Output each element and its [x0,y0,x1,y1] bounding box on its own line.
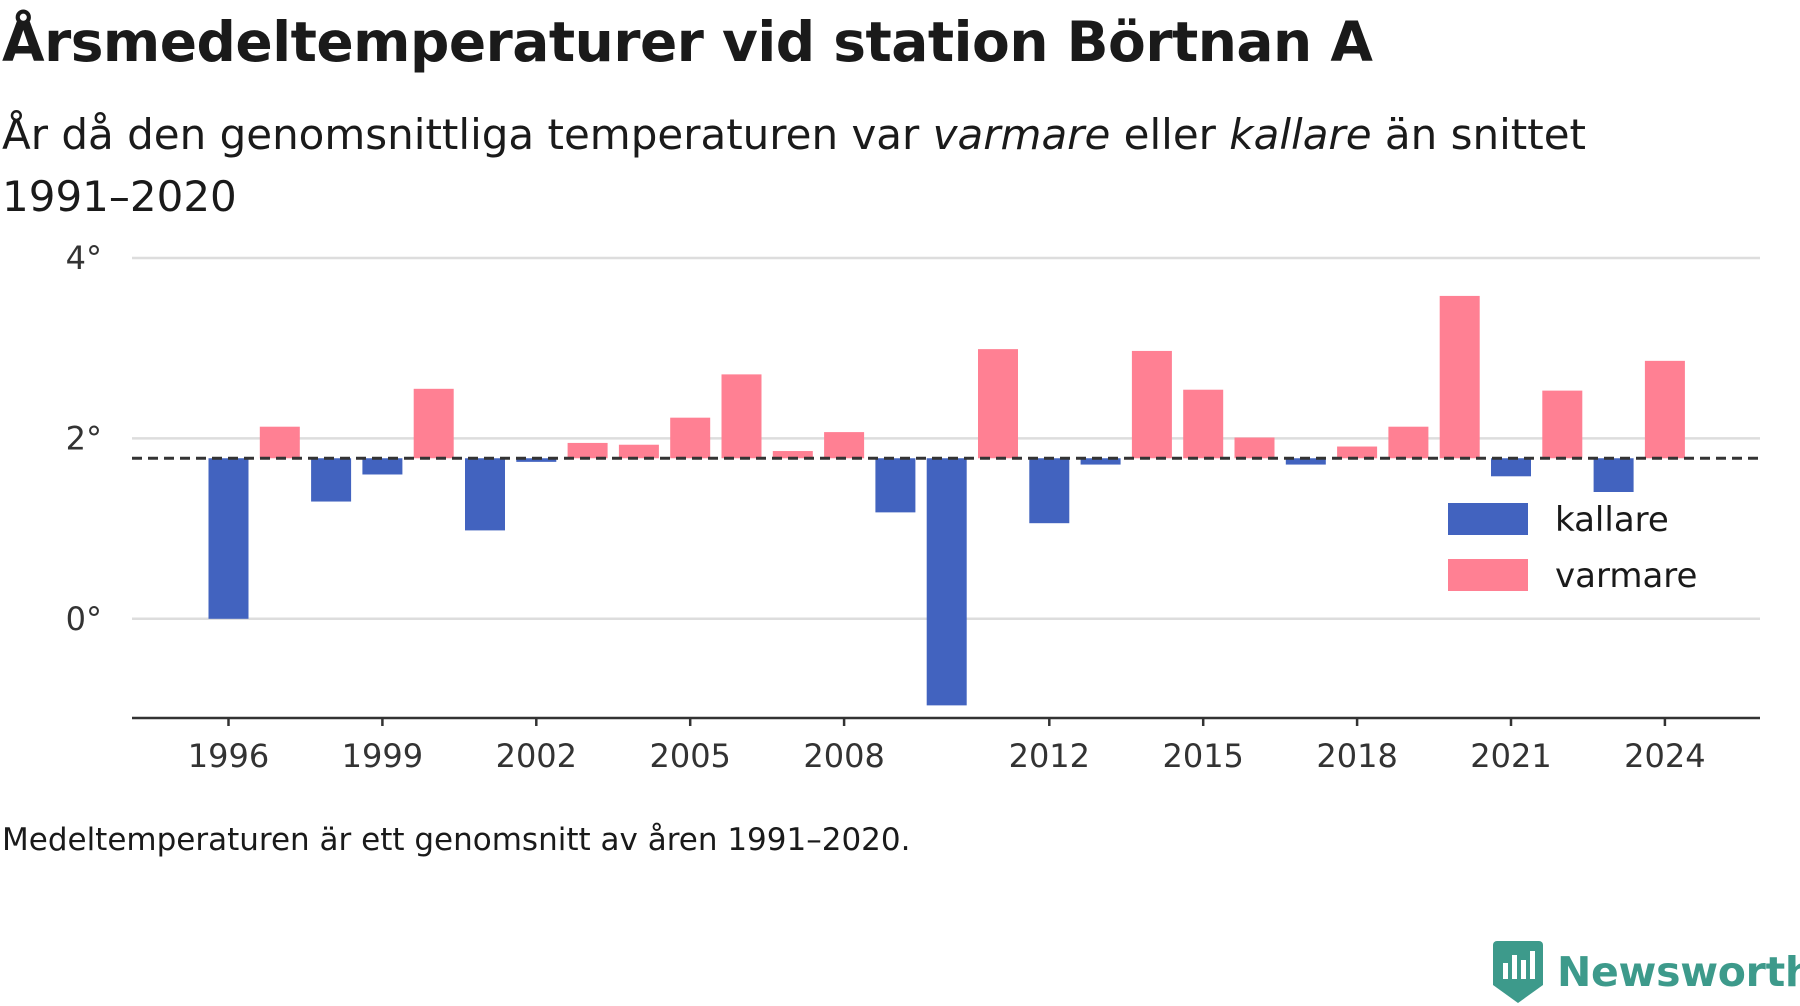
bar-kallare-1999 [362,458,403,475]
bar-kallare-1996 [208,458,249,619]
bar-varmare-2005 [670,417,711,459]
newsworthy-logo-icon [1493,941,1543,1003]
x-tick-label: 2015 [1162,737,1243,775]
bar-kallare-1998 [311,458,352,502]
y-tick-label: 0° [66,600,102,638]
footnote: Medeltemperaturen är ett genomsnitt av å… [2,822,911,858]
legend-label-kallare: kallare [1555,500,1669,540]
x-tick-label: 2005 [649,737,730,775]
bar-kallare-2001 [465,458,505,531]
bar-kallare-2002 [516,458,557,462]
bar-varmare-2004 [618,444,659,459]
newsworthy-logo: Newsworthy [1493,938,1800,1006]
bar-varmare-2007 [772,451,813,459]
bar-varmare-2000 [413,388,454,459]
x-tick-label: 2024 [1624,737,1705,775]
bar-kallare-2012 [1029,458,1070,524]
x-tick-label: 1999 [342,737,423,775]
bar-varmare-2015 [1183,389,1224,459]
bar-kallare-2013 [1080,458,1121,465]
bar-varmare-2003 [567,442,608,459]
subtitle-text-before: År då den genomsnittliga temperaturen va… [2,110,933,159]
bar-kallare-2017 [1285,458,1326,465]
newsworthy-logo-text: Newsworthy [1557,948,1800,996]
x-tick-label: 2012 [1009,737,1090,775]
bar-varmare-2018 [1337,446,1378,459]
y-tick-label: 4° [66,240,102,277]
x-tick-label: 1996 [188,737,269,775]
y-tick-label: 2° [66,419,102,457]
bar-kallare-2009 [875,458,916,513]
bar-varmare-2016 [1234,437,1275,459]
bar-kallare-2021 [1491,458,1531,477]
bar-varmare-2024 [1644,360,1685,459]
bar-chart: 0° 2° 4° 1996 1999 2002 2005 2008 2012 2015 2018 20… [66,240,1760,775]
x-tick-label: 2002 [496,737,577,775]
legend-swatch-kallare [1448,503,1528,535]
bar-varmare-1997 [259,426,300,459]
subtitle-text-middle: eller [1110,110,1230,159]
subtitle-cold-word: kallare [1229,110,1372,159]
bar-varmare-2006 [721,374,762,459]
legend-label-varmare: varmare [1555,556,1697,596]
subtitle-text-after: än snittet 1991–2020 [2,110,1587,221]
bar-varmare-2011 [978,349,1018,459]
x-tick-label: 2021 [1470,737,1551,775]
bar-kallare-2010 [926,458,967,706]
bar-varmare-2020 [1439,295,1480,459]
chart-subtitle: År då den genomsnittliga temperaturen va… [2,104,1682,228]
bar-varmare-2019 [1388,426,1429,459]
x-tick-label: 2018 [1316,737,1397,775]
bar-varmare-2008 [824,432,865,459]
chart-title: Årsmedeltemperaturer vid station Börtnan… [2,10,1373,74]
x-tick-label: 2008 [803,737,884,775]
subtitle-warm-word: varmare [932,110,1111,159]
bar-varmare-2022 [1542,390,1583,459]
bar-varmare-2014 [1131,350,1172,459]
legend-swatch-varmare [1448,559,1528,591]
